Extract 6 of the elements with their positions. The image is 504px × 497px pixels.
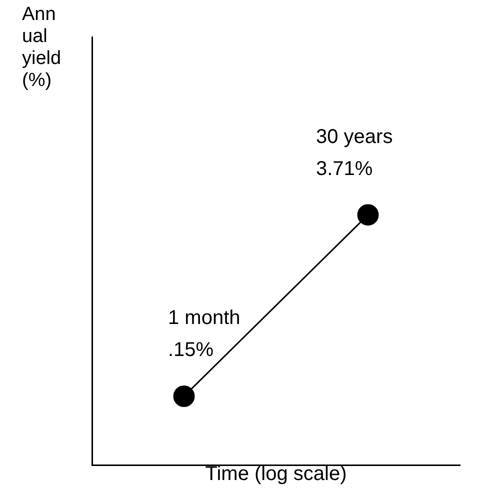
x-tick-label: 30 years (316, 126, 393, 148)
data-label: 3.71% (316, 158, 373, 180)
y-axis-title: Annual yield (%) (22, 4, 62, 92)
x-tick-label: 1 month (168, 307, 240, 330)
data-label: .15% (168, 339, 214, 362)
x-axis-title: Time (log scale) (204, 463, 348, 486)
